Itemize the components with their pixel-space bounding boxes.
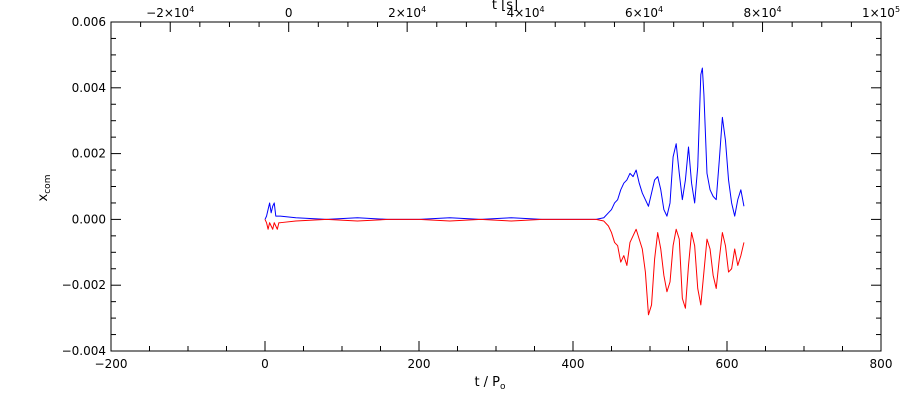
y-tick-label: 0.002 bbox=[72, 147, 106, 161]
y-tick-label: −0.002 bbox=[62, 278, 106, 292]
top-tick-label: 2×104 bbox=[388, 5, 426, 20]
bottom-x-axis: −200 0 200 400 600 800 bbox=[95, 341, 893, 371]
y-tick-label: −0.004 bbox=[62, 344, 106, 358]
x-tick-label: 400 bbox=[562, 357, 585, 371]
top-tick-label: 0 bbox=[285, 6, 293, 20]
x-tick-label: 0 bbox=[261, 357, 269, 371]
series-layer bbox=[264, 67, 745, 316]
top-tick-label: 4×104 bbox=[507, 5, 545, 20]
top-x-axis: −2×104 0 2×104 4×104 6×104 8×104 1×105 bbox=[110, 5, 900, 32]
series-line-red bbox=[264, 218, 745, 316]
y-tick-label: 0.000 bbox=[72, 212, 106, 226]
left-y-axis: −0.004 −0.002 0.000 0.002 0.004 0.006 bbox=[62, 15, 121, 358]
y-tick-label: 0.004 bbox=[72, 81, 106, 95]
plot-frame bbox=[110, 21, 882, 352]
x-tick-label: 200 bbox=[408, 357, 431, 371]
x-tick-label: 800 bbox=[870, 357, 893, 371]
right-y-axis bbox=[871, 21, 881, 352]
top-tick-label: −2×104 bbox=[146, 5, 194, 20]
series-line-blue bbox=[264, 67, 745, 220]
top-tick-label: 1×105 bbox=[862, 5, 900, 20]
top-tick-label: 8×104 bbox=[744, 5, 782, 20]
x-tick-label: 600 bbox=[716, 357, 739, 371]
y-tick-label: 0.006 bbox=[72, 15, 106, 29]
top-x-axis-title: t [s] bbox=[492, 0, 518, 13]
y-axis-title: xcom bbox=[36, 175, 53, 202]
x-axis-title: t / Po bbox=[474, 375, 506, 392]
top-tick-label: 6×104 bbox=[625, 5, 663, 20]
x-tick-label: −200 bbox=[95, 357, 128, 371]
